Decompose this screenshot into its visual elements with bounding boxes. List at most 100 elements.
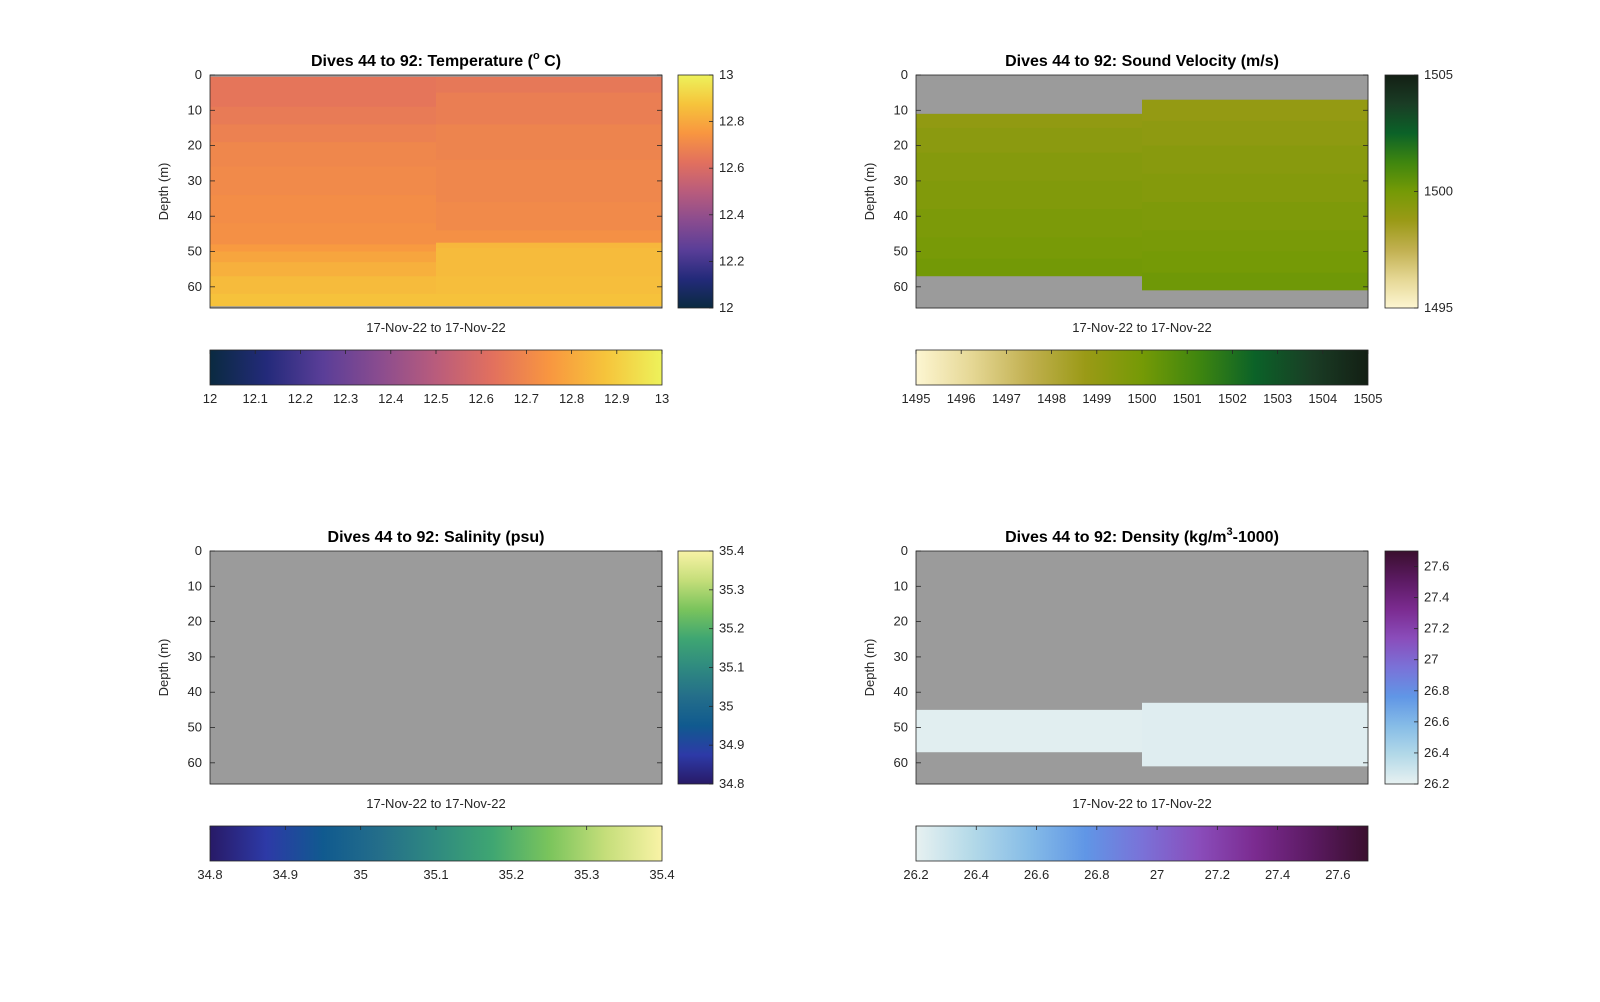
y-tick-label: 50 bbox=[894, 720, 908, 735]
side-colorbar-tick-label: 26.2 bbox=[1424, 776, 1449, 791]
bottom-colorbar-tick-label: 1500 bbox=[1128, 391, 1157, 406]
bottom-colorbar-tick-label: 1501 bbox=[1173, 391, 1202, 406]
side-colorbar-tick-label: 1495 bbox=[1424, 300, 1453, 315]
heatmap-cell bbox=[210, 75, 437, 78]
bottom-colorbar-tick-label: 34.8 bbox=[197, 867, 222, 882]
bottom-colorbar-tick-label: 12.6 bbox=[469, 391, 494, 406]
bottom-colorbar bbox=[209, 825, 663, 862]
chart-title-main: Dives 44 to 92: Temperature ( bbox=[311, 53, 534, 70]
heatmap-cell bbox=[436, 247, 663, 277]
bottom-colorbar-tick-label: 1497 bbox=[992, 391, 1021, 406]
heatmap-cell bbox=[210, 244, 437, 253]
side-colorbar bbox=[677, 74, 714, 309]
side-colorbar-tick-label: 35.4 bbox=[719, 543, 744, 558]
chart-title-end: C) bbox=[540, 53, 561, 70]
bottom-colorbar-tick-label: 26.4 bbox=[964, 867, 989, 882]
axes-frame bbox=[915, 550, 1369, 785]
x-axis-label: 17-Nov-22 to 17-Nov-22 bbox=[366, 796, 505, 811]
bottom-colorbar-tick-label: 12.4 bbox=[378, 391, 403, 406]
heatmap-cell bbox=[916, 180, 1143, 210]
heatmap-cell bbox=[210, 262, 437, 277]
chart-title: Dives 44 to 92: Sound Velocity (m/s) bbox=[1005, 53, 1279, 70]
heatmap-panel-4: 0 10 20 30 40 50 60 Dives 44 to 92: Density (kg… bbox=[862, 526, 1449, 882]
side-colorbar-tick-label: 13 bbox=[719, 67, 733, 82]
side-colorbar-tick-label: 35.1 bbox=[719, 660, 744, 675]
heatmap-cell bbox=[210, 551, 663, 785]
heatmap-cell bbox=[916, 113, 1143, 129]
y-axis-label: Depth (m) bbox=[862, 163, 877, 221]
axes-frame bbox=[209, 550, 663, 785]
heatmap-cell bbox=[1142, 173, 1369, 203]
heatmap-cell bbox=[916, 276, 1143, 309]
y-tick-label: 30 bbox=[188, 649, 202, 664]
y-axis-label: Depth (m) bbox=[156, 163, 171, 221]
chart-title-main: Dives 44 to 92: Density (kg/m bbox=[1005, 529, 1226, 546]
y-tick-label: 60 bbox=[188, 279, 202, 294]
side-colorbar-tick-label: 1505 bbox=[1424, 67, 1453, 82]
y-tick-label: 40 bbox=[188, 684, 202, 699]
chart-title: Dives 44 to 92: Temperature (o C) bbox=[311, 50, 561, 70]
side-colorbar-tick-label: 27.6 bbox=[1424, 559, 1449, 574]
heatmap-cell bbox=[210, 276, 437, 295]
heatmap-cell bbox=[916, 127, 1143, 154]
x-axis-label: 17-Nov-22 to 17-Nov-22 bbox=[1072, 320, 1211, 335]
y-tick-label: 60 bbox=[894, 279, 908, 294]
side-colorbar-tick-label: 35.3 bbox=[719, 582, 744, 597]
bottom-colorbar-tick-label: 12.7 bbox=[514, 391, 539, 406]
heatmap-cell bbox=[916, 75, 1143, 115]
heatmap-cell bbox=[210, 195, 437, 224]
y-tick-label: 50 bbox=[894, 244, 908, 259]
heatmap-cell bbox=[1142, 290, 1369, 309]
y-tick-label: 0 bbox=[901, 67, 908, 82]
y-tick-label: 60 bbox=[188, 755, 202, 770]
y-tick-label: 10 bbox=[188, 102, 202, 117]
y-tick-label: 0 bbox=[901, 543, 908, 558]
y-tick-label: 20 bbox=[894, 614, 908, 629]
bottom-colorbar-tick-label: 35.2 bbox=[499, 867, 524, 882]
y-tick-label: 40 bbox=[188, 208, 202, 223]
bottom-colorbar-tick-label: 27.6 bbox=[1325, 867, 1350, 882]
chart-title: Dives 44 to 92: Density (kg/m3-1000) bbox=[1005, 526, 1279, 546]
side-colorbar-tick-label: 35.2 bbox=[719, 621, 744, 636]
side-colorbar-tick-label: 27 bbox=[1424, 652, 1438, 667]
axes-frame bbox=[209, 74, 663, 309]
heatmap-cell bbox=[916, 709, 1143, 753]
heatmap-cell bbox=[436, 230, 663, 244]
heatmap-cell bbox=[436, 159, 663, 203]
x-axis-label: 17-Nov-22 to 17-Nov-22 bbox=[366, 320, 505, 335]
axes-frame bbox=[915, 74, 1369, 309]
heatmap-cell bbox=[1142, 99, 1369, 122]
heatmap-cell bbox=[436, 306, 663, 309]
heatmap-cell bbox=[210, 223, 437, 245]
heatmap-cell bbox=[210, 76, 437, 90]
bottom-colorbar-tick-label: 35.4 bbox=[649, 867, 674, 882]
heatmap-cell bbox=[436, 92, 663, 125]
y-tick-label: 40 bbox=[894, 684, 908, 699]
bottom-colorbar-tick-label: 35.3 bbox=[574, 867, 599, 882]
y-tick-label: 40 bbox=[894, 208, 908, 223]
bottom-colorbar-tick-label: 1496 bbox=[947, 391, 976, 406]
side-colorbar-tick-label: 27.2 bbox=[1424, 621, 1449, 636]
y-tick-label: 0 bbox=[195, 543, 202, 558]
heatmap-cell bbox=[916, 237, 1143, 260]
side-colorbar-tick-label: 1500 bbox=[1424, 184, 1453, 199]
heatmap-cell bbox=[210, 142, 437, 168]
heatmap-cell bbox=[1142, 202, 1369, 231]
side-colorbar bbox=[1384, 74, 1419, 309]
side-colorbar-tick-label: 26.4 bbox=[1424, 745, 1449, 760]
side-colorbar bbox=[1384, 550, 1419, 785]
heatmap-cell bbox=[210, 293, 437, 307]
bottom-colorbar-tick-label: 1503 bbox=[1263, 391, 1292, 406]
bottom-colorbar-tick-label: 12.2 bbox=[288, 391, 313, 406]
heatmap-cell bbox=[210, 89, 437, 108]
y-tick-label: 20 bbox=[188, 614, 202, 629]
heatmap-cell bbox=[916, 752, 1143, 785]
y-tick-label: 30 bbox=[188, 173, 202, 188]
bottom-colorbar bbox=[209, 349, 663, 386]
heatmap-cell bbox=[210, 166, 437, 196]
chart-title-main: Dives 44 to 92: Sound Velocity (m/s) bbox=[1005, 53, 1279, 70]
bottom-colorbar-tick-label: 27 bbox=[1150, 867, 1164, 882]
side-colorbar-tick-label: 26.6 bbox=[1424, 714, 1449, 729]
heatmap-cell bbox=[436, 76, 663, 94]
heatmap-cell bbox=[1142, 551, 1369, 704]
